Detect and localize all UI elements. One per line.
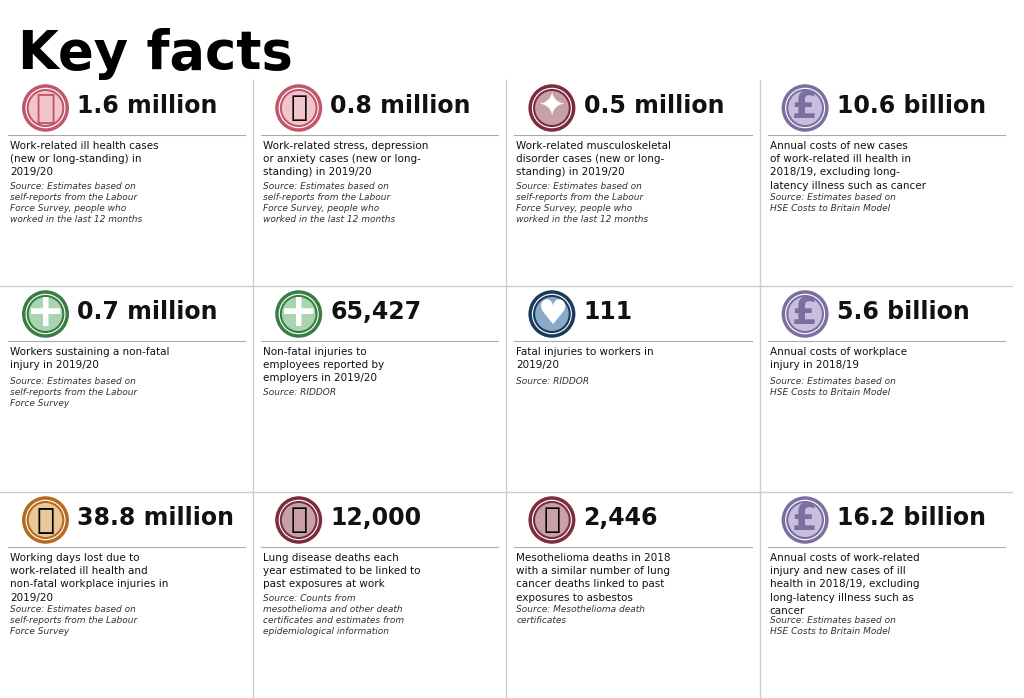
- Text: Lung disease deaths each
year estimated to be linked to
past exposures at work: Lung disease deaths each year estimated …: [263, 553, 421, 589]
- Text: 0.8 million: 0.8 million: [331, 94, 471, 118]
- Circle shape: [28, 296, 63, 332]
- Text: Workers sustaining a non-fatal
injury in 2019/20: Workers sustaining a non-fatal injury in…: [10, 347, 169, 370]
- Text: ♥: ♥: [537, 297, 567, 330]
- Circle shape: [281, 90, 316, 126]
- Text: Source: Estimates based on
HSE Costs to Britain Model: Source: Estimates based on HSE Costs to …: [769, 616, 895, 636]
- Text: £: £: [793, 501, 818, 538]
- Text: 0.7 million: 0.7 million: [77, 300, 218, 324]
- Text: Source: Estimates based on
self-reports from the Labour
Force Survey: Source: Estimates based on self-reports …: [10, 377, 137, 408]
- Text: Source: Mesothelioma death
certificates: Source: Mesothelioma death certificates: [516, 605, 645, 625]
- Text: £: £: [793, 295, 818, 332]
- Text: Work-related stress, depression
or anxiety cases (new or long-
standing) in 2019: Work-related stress, depression or anxie…: [263, 141, 428, 177]
- Text: 0.5 million: 0.5 million: [584, 94, 724, 118]
- Text: 🫁: 🫁: [290, 506, 307, 534]
- Text: 📅: 📅: [37, 505, 54, 535]
- Text: 🫁: 🫁: [544, 506, 560, 534]
- Text: +: +: [26, 292, 66, 336]
- Text: 16.2 billion: 16.2 billion: [837, 506, 986, 530]
- Circle shape: [535, 296, 569, 332]
- Text: 12,000: 12,000: [331, 506, 422, 530]
- Circle shape: [535, 90, 569, 126]
- Circle shape: [535, 502, 569, 538]
- Text: 🩺: 🩺: [36, 91, 55, 124]
- Text: £: £: [793, 89, 818, 126]
- Text: ✦: ✦: [538, 91, 566, 124]
- Text: 38.8 million: 38.8 million: [77, 506, 234, 530]
- Text: Work-related ill health cases
(new or long-standing) in
2019/20: Work-related ill health cases (new or lo…: [10, 141, 159, 177]
- Text: Source: Estimates based on
self-reports from the Labour
Force Survey, people who: Source: Estimates based on self-reports …: [10, 182, 142, 224]
- Text: Key facts: Key facts: [17, 28, 293, 80]
- Text: Source: Counts from
mesothelioma and other death
certificates and estimates from: Source: Counts from mesothelioma and oth…: [263, 594, 404, 637]
- Circle shape: [281, 502, 316, 538]
- Text: 1.6 million: 1.6 million: [77, 94, 217, 118]
- Text: Source: Estimates based on
self-reports from the Labour
Force Survey, people who: Source: Estimates based on self-reports …: [263, 182, 395, 224]
- Circle shape: [281, 296, 316, 332]
- Text: 2,446: 2,446: [584, 506, 658, 530]
- Text: Source: Estimates based on
self-reports from the Labour
Force Survey, people who: Source: Estimates based on self-reports …: [516, 182, 648, 224]
- Text: Fatal injuries to workers in
2019/20: Fatal injuries to workers in 2019/20: [516, 347, 654, 370]
- Text: 65,427: 65,427: [331, 300, 422, 324]
- Text: Source: RIDDOR: Source: RIDDOR: [516, 377, 590, 386]
- Circle shape: [787, 90, 823, 126]
- Text: Annual costs of workplace
injury in 2018/19: Annual costs of workplace injury in 2018…: [769, 347, 906, 370]
- Circle shape: [787, 502, 823, 538]
- Text: Mesothelioma deaths in 2018
with a similar number of lung
cancer deaths linked t: Mesothelioma deaths in 2018 with a simil…: [516, 553, 671, 602]
- Text: 10.6 billion: 10.6 billion: [837, 94, 986, 118]
- Circle shape: [28, 90, 63, 126]
- Text: Working days lost due to
work-related ill health and
non-fatal workplace injurie: Working days lost due to work-related il…: [10, 553, 168, 602]
- Text: Annual costs of new cases
of work-related ill health in
2018/19, excluding long-: Annual costs of new cases of work-relate…: [769, 141, 926, 191]
- Text: Work-related musculoskeletal
disorder cases (new or long-
standing) in 2019/20: Work-related musculoskeletal disorder ca…: [516, 141, 672, 177]
- Text: +: +: [279, 292, 318, 336]
- Text: Source: Estimates based on
HSE Costs to Britain Model: Source: Estimates based on HSE Costs to …: [769, 193, 895, 213]
- Text: 5.6 billion: 5.6 billion: [837, 300, 970, 324]
- Text: 111: 111: [584, 300, 633, 324]
- Text: 🧠: 🧠: [290, 94, 307, 122]
- Text: Source: RIDDOR: Source: RIDDOR: [263, 388, 336, 397]
- Text: Annual costs of work-related
injury and new cases of ill
health in 2018/19, excl: Annual costs of work-related injury and …: [769, 553, 920, 616]
- Text: Non-fatal injuries to
employees reported by
employers in 2019/20: Non-fatal injuries to employees reported…: [263, 347, 384, 383]
- Text: Source: Estimates based on
self-reports from the Labour
Force Survey: Source: Estimates based on self-reports …: [10, 605, 137, 636]
- Circle shape: [787, 296, 823, 332]
- Text: Source: Estimates based on
HSE Costs to Britain Model: Source: Estimates based on HSE Costs to …: [769, 377, 895, 397]
- Circle shape: [28, 502, 63, 538]
